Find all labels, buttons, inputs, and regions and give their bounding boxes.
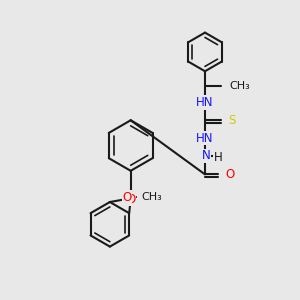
- Text: CH₃: CH₃: [141, 192, 162, 202]
- Text: O: O: [225, 168, 234, 181]
- Text: CH₃: CH₃: [230, 81, 250, 91]
- Text: HN: HN: [196, 96, 214, 109]
- Text: H: H: [214, 151, 223, 164]
- Text: O: O: [122, 191, 131, 204]
- Text: O: O: [126, 193, 135, 206]
- Text: S: S: [228, 114, 236, 127]
- Text: N: N: [202, 149, 210, 162]
- Text: HN: HN: [196, 132, 214, 145]
